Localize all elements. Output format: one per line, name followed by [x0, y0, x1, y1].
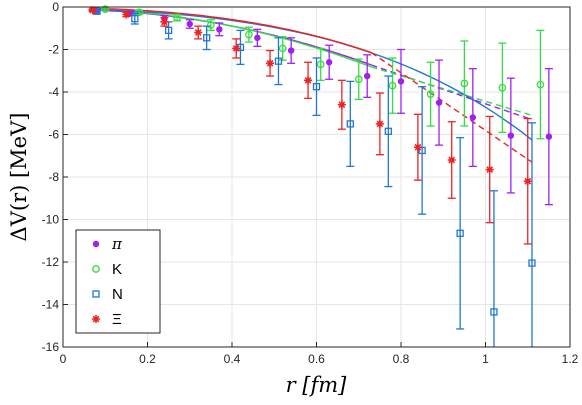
y-axis-label: ΔV(r) [MeV] [7, 113, 31, 242]
x-tick-label: 1 [482, 352, 489, 366]
marker-dot [507, 132, 515, 139]
legend-label: π [111, 235, 123, 253]
x-axis-label: r [fm] [286, 373, 348, 397]
marker-square [312, 83, 321, 91]
marker-dot [469, 114, 477, 121]
marker-circle [536, 80, 545, 89]
marker-square [202, 34, 211, 42]
y-tick-label: -2 [48, 43, 59, 57]
legend-label: Ξ [112, 311, 122, 328]
marker-dot [325, 59, 333, 66]
marker-asterisk [447, 156, 456, 164]
axis-ticks: 0 0.2 0.4 0.6 0.8 1 1.2 0 -2 -4 -6 -8 -10 -12 -14 -16 [42, 0, 579, 366]
marker-dot [545, 133, 553, 140]
data-points [88, 5, 553, 347]
marker-asterisk [266, 59, 275, 68]
marker-circle [388, 81, 397, 90]
marker-asterisk [304, 76, 313, 85]
x-tick-label: 1.2 [562, 352, 579, 366]
y-tick-label: -8 [48, 170, 59, 184]
x-tick-label: 0.6 [308, 352, 325, 366]
y-tick-label: -10 [42, 213, 60, 227]
marker-dot [397, 78, 405, 85]
marker-square [456, 229, 464, 237]
marker-square [384, 127, 392, 135]
marker-square [274, 57, 283, 65]
marker-square [131, 15, 139, 23]
y-tick-label: -6 [48, 128, 59, 142]
y-tick-label: -14 [42, 298, 60, 312]
fit-line-dashed [371, 66, 533, 117]
marker-circle [101, 5, 110, 13]
marker-square [528, 259, 536, 267]
marker-square [346, 120, 354, 128]
legend-box [75, 229, 161, 334]
marker-circle [316, 60, 325, 69]
marker-square [92, 290, 100, 298]
marker-circle [278, 44, 287, 53]
series-square [92, 7, 536, 347]
marker-asterisk [92, 315, 100, 323]
fit-line-dashed [371, 52, 533, 163]
marker-asterisk [194, 28, 203, 37]
marker-dot [216, 26, 223, 33]
y-tick-label: 0 [52, 0, 59, 14]
y-tick-label: -16 [42, 340, 60, 354]
x-tick-label: 0 [60, 352, 67, 366]
legend-label: N [112, 286, 123, 303]
marker-circle [426, 90, 435, 98]
marker-asterisk [485, 165, 494, 174]
y-tick-label: -4 [48, 85, 59, 99]
marker-dot [254, 34, 261, 42]
fit-line-solid [90, 9, 533, 141]
marker-dot [435, 99, 443, 106]
marker-dot [186, 20, 193, 28]
marker-dot [92, 240, 100, 248]
marker-dot [364, 72, 371, 80]
marker-asterisk [375, 119, 384, 128]
y-tick-label: -12 [42, 255, 60, 269]
marker-circle [135, 8, 143, 17]
marker-asterisk [160, 17, 169, 26]
marker-circle [92, 265, 100, 273]
x-tick-label: 0.8 [393, 352, 410, 366]
marker-asterisk [122, 10, 131, 19]
marker-asterisk [232, 44, 241, 53]
grid [62, 6, 571, 348]
marker-square [164, 26, 173, 35]
x-tick-label: 0.4 [224, 352, 241, 366]
marker-square [418, 146, 426, 155]
series-circle [101, 5, 545, 140]
series-asterisk [88, 6, 532, 245]
marker-dot [287, 47, 295, 54]
marker-circle [498, 83, 507, 92]
fit-line-dashed [371, 64, 533, 121]
marker-circle [460, 79, 469, 88]
marker-asterisk [413, 143, 422, 152]
x-tick-label: 0.2 [139, 352, 156, 366]
marker-asterisk [88, 6, 97, 15]
legend-label: K [112, 261, 122, 278]
marker-square [490, 308, 498, 316]
marker-asterisk [337, 100, 346, 109]
marker-circle [173, 13, 181, 22]
marker-asterisk [523, 177, 532, 186]
marker-circle [207, 21, 215, 29]
marker-circle [354, 75, 363, 84]
fit-curves [90, 7, 533, 163]
marker-circle [245, 30, 253, 39]
